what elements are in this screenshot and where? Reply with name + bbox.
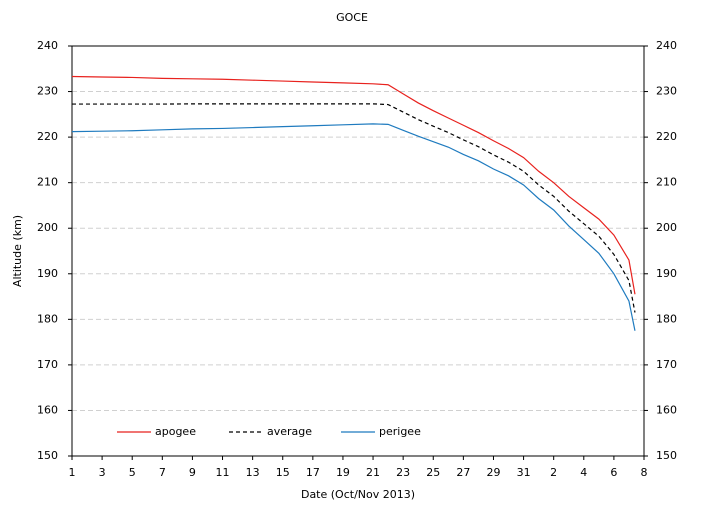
x-tick-label: 21	[366, 466, 380, 479]
y2-tick-label: 190	[656, 267, 677, 280]
legend-label: perigee	[379, 425, 421, 438]
series-line	[71, 75, 636, 295]
y2-tick-label: 230	[656, 85, 677, 98]
x-tick-label: 25	[426, 466, 440, 479]
y2-tick-label: 240	[656, 39, 677, 52]
y-tick-label: 190	[37, 267, 58, 280]
x-tick-label: 13	[246, 466, 260, 479]
y-tick-label: 210	[37, 176, 58, 189]
legend-label: apogee	[155, 425, 196, 438]
y2-tick-label: 210	[656, 176, 677, 189]
chart-title: GOCE	[336, 11, 368, 24]
x-tick-label: 19	[336, 466, 350, 479]
y-tick-label: 170	[37, 358, 58, 371]
y2-tick-label: 160	[656, 403, 677, 416]
y2-tick-label: 170	[656, 358, 677, 371]
y-axis-label: Altitude (km)	[11, 215, 24, 287]
x-tick-label: 9	[189, 466, 196, 479]
x-tick-label: 11	[216, 466, 230, 479]
y2-tick-label: 180	[656, 312, 677, 325]
x-tick-label: 17	[306, 466, 320, 479]
y-tick-label: 200	[37, 221, 58, 234]
y2-tick-label: 200	[656, 221, 677, 234]
plot-frame	[71, 45, 645, 457]
x-tick-label: 29	[486, 466, 500, 479]
y2-tick-label: 220	[656, 130, 677, 143]
series-line	[71, 123, 636, 331]
y-tick-label: 220	[37, 130, 58, 143]
x-tick-label: 4	[580, 466, 587, 479]
x-tick-label: 3	[99, 466, 106, 479]
x-tick-label: 5	[129, 466, 136, 479]
y-tick-label: 180	[37, 312, 58, 325]
x-tick-label: 1	[69, 466, 76, 479]
legend-label: average	[267, 425, 312, 438]
x-axis-label: Date (Oct/Nov 2013)	[301, 488, 415, 501]
x-tick-label: 23	[396, 466, 410, 479]
y-tick-label: 150	[37, 449, 58, 462]
y-tick-label: 230	[37, 85, 58, 98]
series-line	[72, 103, 636, 313]
x-tick-label: 2	[550, 466, 557, 479]
x-tick-label: 31	[517, 466, 531, 479]
y-tick-label: 160	[37, 403, 58, 416]
y-tick-label: 240	[37, 39, 58, 52]
x-tick-label: 15	[276, 466, 290, 479]
x-tick-label: 8	[641, 466, 648, 479]
x-tick-label: 6	[610, 466, 617, 479]
x-tick-label: 7	[159, 466, 166, 479]
x-tick-label: 27	[456, 466, 470, 479]
y2-tick-label: 150	[656, 449, 677, 462]
